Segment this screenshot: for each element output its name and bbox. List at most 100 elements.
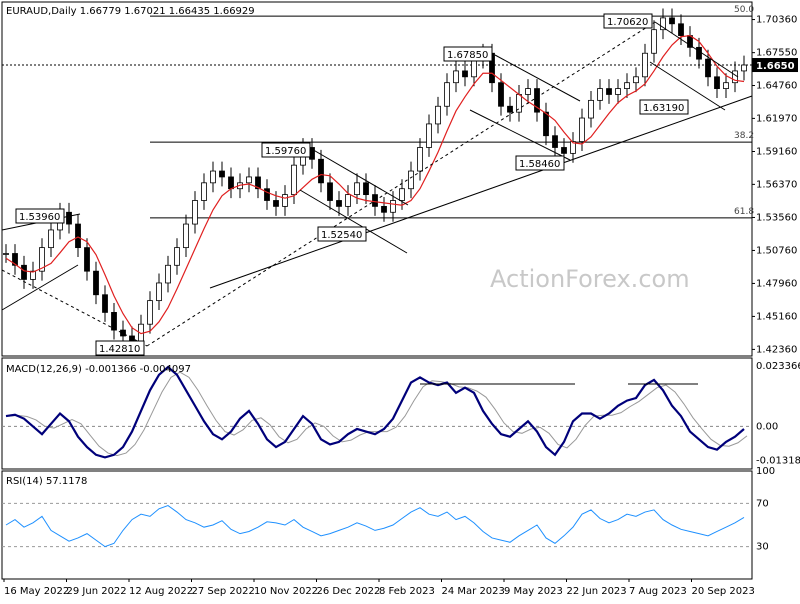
price-tick-label: 1.67550: [756, 48, 797, 59]
macd-line: [5, 365, 745, 459]
price-annotation-label: 1.42810: [99, 344, 140, 355]
channel-line-4: [469, 109, 571, 161]
candle-body: [570, 141, 576, 154]
x-tick-label: 12 Aug 2022: [129, 586, 193, 597]
candle-body: [723, 82, 729, 89]
price-tick-label: 1.50760: [756, 245, 797, 256]
x-tick-label: 29 Jun 2022: [67, 586, 127, 597]
candle-body: [705, 58, 711, 78]
candle-body: [21, 264, 27, 280]
rsi-tick-label: 30: [756, 542, 769, 553]
x-tick-label: 10 Nov 2022: [254, 586, 318, 597]
macd-tick-label: 0.00: [756, 421, 778, 432]
candle-body: [669, 17, 675, 25]
candle-body: [219, 170, 225, 178]
candle-body: [84, 247, 90, 272]
channel-line-3: [494, 54, 581, 102]
price-annotation-box: [95, 340, 145, 356]
candle-body: [660, 17, 666, 31]
x-tick-label: 16 May 2022: [4, 586, 69, 597]
price-tick-label: 1.59160: [756, 146, 797, 157]
macd-signal-line: [8, 371, 748, 457]
candle-body: [93, 270, 99, 296]
rsi-tick-label: 70: [756, 498, 769, 509]
candle-body: [408, 170, 414, 190]
candle-body: [678, 23, 684, 36]
candle-body: [588, 99, 594, 119]
x-tick-label: 24 Mar 2023: [442, 586, 505, 597]
candle-body: [381, 205, 387, 213]
candle-body: [498, 82, 504, 107]
candle-body: [633, 76, 639, 84]
watermark: ActionForex.com: [490, 265, 690, 293]
last-price-box: [752, 58, 798, 73]
dashed-channel-a: [1, 269, 148, 347]
rsi-line: [5, 505, 745, 548]
channel-line-1: [309, 147, 409, 206]
price-panel-border: [1, 1, 753, 357]
channel-line-2: [299, 189, 408, 254]
candle-body: [102, 294, 108, 313]
rsi-panel-border: [1, 470, 753, 580]
candle-body: [291, 164, 297, 196]
candle-body: [318, 158, 324, 184]
candle-body: [336, 200, 342, 207]
candle-body: [228, 176, 234, 190]
candle-body: [417, 147, 423, 172]
x-tick-label: 26 Dec 2022: [317, 586, 381, 597]
price-annotation-label: 1.58460: [519, 159, 560, 170]
candle-body: [615, 88, 621, 95]
candle-body: [363, 182, 369, 196]
macd-label: MACD(12,26,9) -0.001366 -0.004097: [6, 364, 191, 375]
price-tick-label: 1.53560: [756, 212, 797, 223]
candle-body: [39, 247, 45, 272]
candle-body: [453, 70, 459, 84]
candle-body: [741, 64, 747, 72]
price-tick-label: 1.56370: [756, 179, 797, 190]
candle-body: [462, 70, 468, 78]
x-tick-label: 27 Sep 2022: [192, 586, 255, 597]
candle-body: [399, 188, 405, 201]
rsi-tick-label: 100: [756, 466, 775, 477]
candle-body: [327, 182, 333, 201]
channel-line-5: [654, 21, 739, 78]
price-annotation-box: [603, 13, 653, 29]
channel-line-6: [649, 61, 726, 111]
price-annotation-label: 1.67850: [447, 50, 488, 61]
macd-tick-label: -0.013186: [756, 455, 800, 466]
fib-level-label: 38.2: [734, 131, 754, 141]
candle-body: [624, 82, 630, 89]
candle-body: [507, 105, 513, 113]
candle-body: [264, 188, 270, 201]
candle-body: [543, 111, 549, 137]
candle-body: [183, 223, 189, 249]
candle-body: [111, 312, 117, 331]
candle-body: [606, 88, 612, 95]
price-tick-label: 1.42360: [756, 344, 797, 355]
long-term-trendline: [209, 95, 753, 289]
candle-body: [75, 223, 81, 249]
last-price-label: 1.6650: [756, 61, 795, 72]
candle-body: [390, 200, 396, 213]
macd-tick-label: 0.023366: [756, 361, 800, 372]
symbol-line: EURAUD,Daily 1.66779 1.67021 1.66435 1.6…: [6, 6, 255, 17]
candle-body: [561, 147, 567, 154]
candle-body: [246, 176, 252, 184]
price-annotation-box: [317, 226, 367, 242]
candle-body: [651, 29, 657, 54]
dashed-channel-b: [146, 21, 656, 347]
candle-body: [30, 270, 36, 280]
candle-body: [273, 200, 279, 207]
price-tick-label: 1.64760: [756, 81, 797, 92]
candle-body: [552, 135, 558, 148]
candle-body: [426, 123, 432, 148]
candle-body: [174, 247, 180, 266]
candle-body: [696, 46, 702, 60]
x-tick-label: 9 May 2023: [504, 586, 563, 597]
price-annotation-label: 1.70620: [607, 17, 648, 28]
price-tick-label: 1.70360: [756, 15, 797, 26]
candle-body: [192, 200, 198, 225]
candle-body: [597, 88, 603, 101]
price-tick-label: 1.45160: [756, 311, 797, 322]
